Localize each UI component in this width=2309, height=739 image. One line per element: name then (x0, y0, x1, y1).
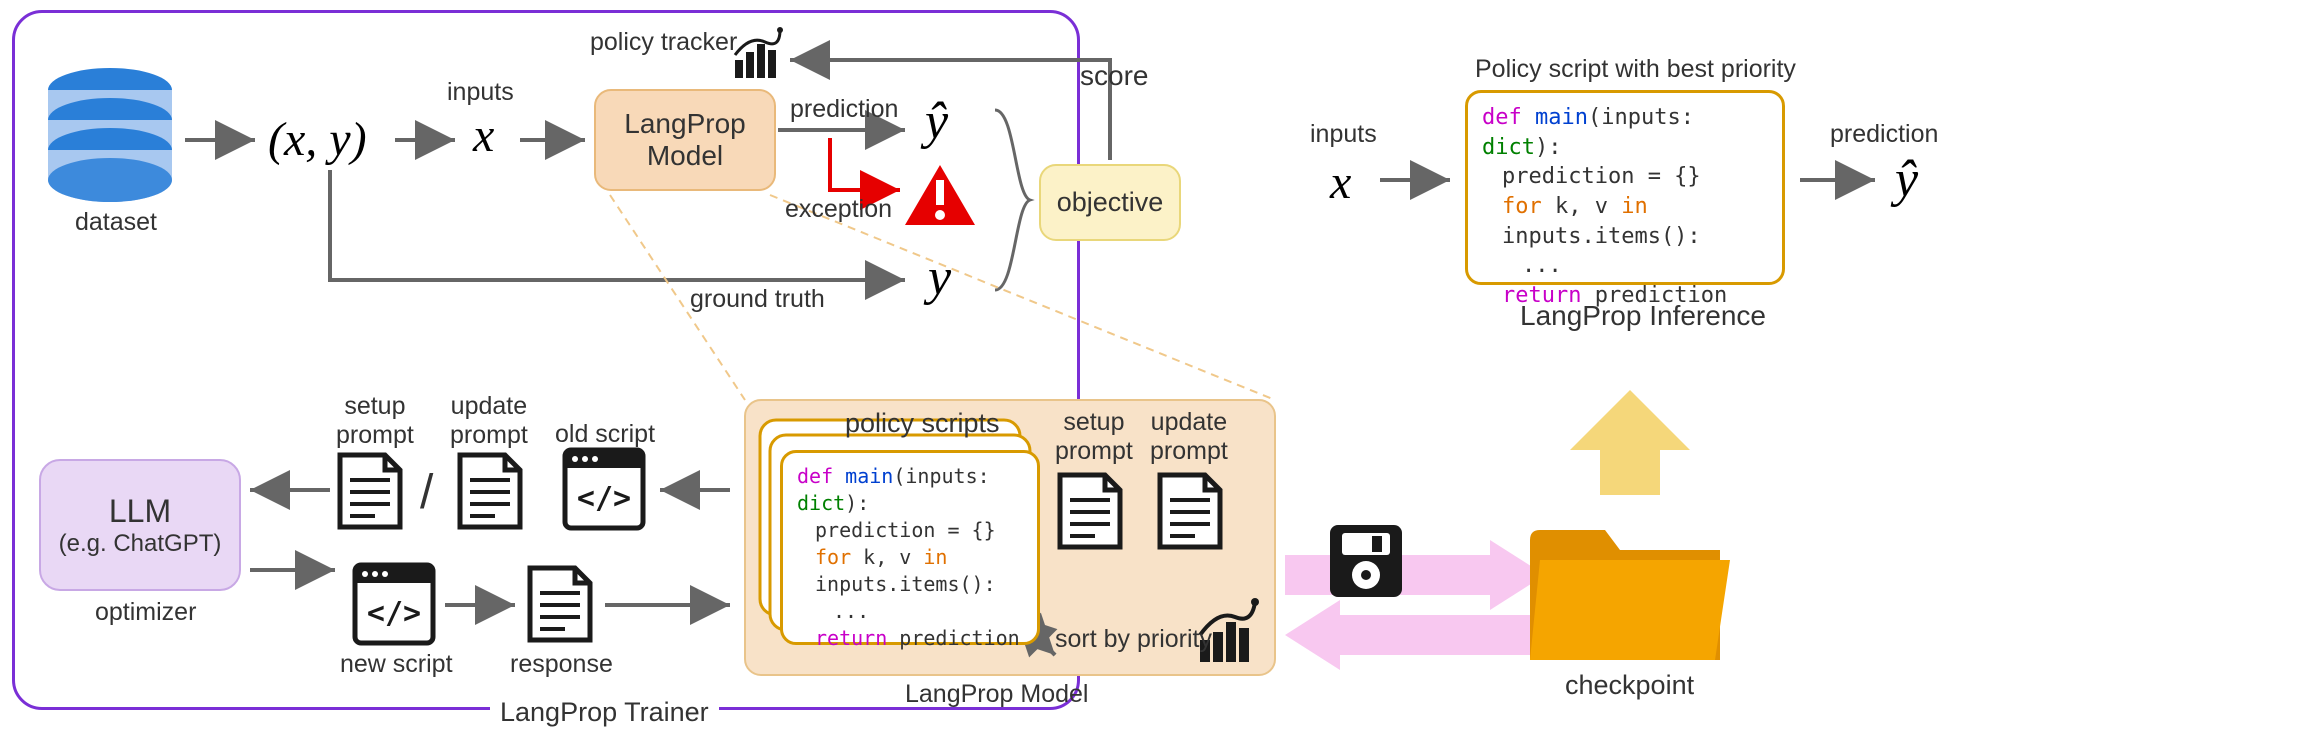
llm-title: LLM (109, 493, 171, 530)
inputs-label: inputs (447, 78, 514, 107)
code-card-inference: def main(inputs: dict): prediction = {} … (1465, 90, 1785, 285)
objective-label: objective (1040, 165, 1180, 240)
prediction-label: prediction (790, 95, 898, 124)
old-script-label: old script (555, 420, 655, 449)
trainer-title: LangProp Trainer (490, 697, 719, 728)
update-prompt-label: update prompt (450, 392, 528, 450)
model-panel-title: LangProp Model (905, 680, 1088, 709)
sort-by-priority-label: sort by priority (1055, 625, 1212, 654)
policy-tracker-label: policy tracker (590, 28, 737, 57)
exception-label: exception (785, 195, 892, 224)
right-yhat: ŷ (1895, 150, 1918, 209)
pink-arrow-right (1285, 540, 1545, 610)
llm-sub: (e.g. ChatGPT) (59, 530, 222, 558)
dataset-label: dataset (75, 208, 157, 237)
code-card-panel: def main(inputs: dict): prediction = {} … (780, 450, 1040, 645)
langprop-box-label: LangProp Model (595, 90, 775, 190)
new-script-label: new script (340, 650, 453, 679)
folder-icon (1530, 530, 1730, 660)
xy-text: (x, y) (268, 112, 367, 167)
right-prediction-label: prediction (1830, 120, 1938, 149)
right-x: x (1330, 155, 1351, 210)
panel-update-prompt-label: update prompt (1150, 408, 1228, 466)
x-text: x (473, 108, 494, 163)
response-label: response (510, 650, 613, 679)
y-text: y (928, 248, 951, 307)
yhat-text: ŷ (925, 92, 948, 151)
policy-best-label: Policy script with best priority (1475, 55, 1796, 84)
optimizer-label: optimizer (95, 598, 196, 627)
panel-setup-prompt-label: setup prompt (1055, 408, 1133, 466)
right-inputs-label: inputs (1310, 120, 1377, 149)
checkpoint-label: checkpoint (1565, 670, 1694, 701)
setup-prompt-label: setup prompt (336, 392, 414, 450)
pink-arrow-left (1285, 600, 1545, 670)
ground-truth-label: ground truth (690, 285, 825, 314)
panel-doc-update-icon (1160, 475, 1220, 547)
policy-scripts-label: policy scripts (845, 408, 1000, 439)
score-label: score (1080, 60, 1148, 92)
save-icon (1330, 525, 1402, 597)
up-arrow-icon (1570, 390, 1690, 495)
llm-box: LLM (e.g. ChatGPT) (40, 460, 240, 590)
inference-label: LangProp Inference (1520, 300, 1766, 332)
slash-label: / (420, 465, 433, 520)
